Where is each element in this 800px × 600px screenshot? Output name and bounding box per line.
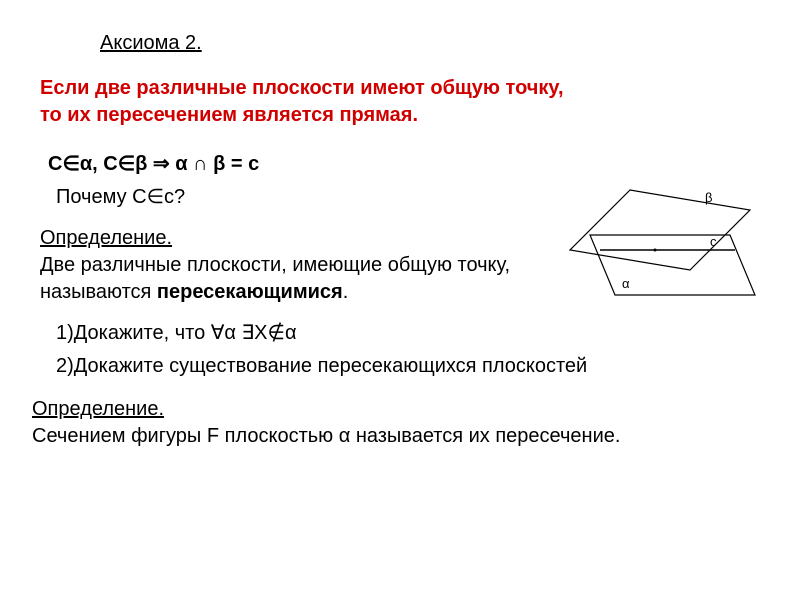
plane-beta	[570, 190, 750, 270]
task-1: 1)Докажите, что ∀α ∃Х∉α	[56, 320, 760, 347]
definition-1-line2-bold: пересекающимися	[157, 281, 343, 303]
tasks-block: 1)Докажите, что ∀α ∃Х∉α 2)Докажите сущес…	[56, 320, 760, 380]
definition-2-text: Сечением фигуры F плоскостью α называетс…	[32, 425, 620, 447]
formula-notation: С∈α, С∈β ⇒ α ∩ β = с	[48, 151, 760, 178]
axiom-title: Аксиома 2.	[100, 30, 760, 57]
definition-1-line2-suffix: .	[343, 281, 349, 303]
point-c-marker	[654, 249, 657, 252]
label-c: с	[710, 234, 717, 249]
planes-diagram: β с α	[560, 180, 760, 320]
definition-1-line1: Две различные плоскости, имеющие общую т…	[40, 254, 510, 276]
axiom-line-1: Если две различные плоскости имеют общую…	[40, 75, 760, 102]
definition-1-label: Определение.	[40, 227, 172, 249]
plane-alpha	[590, 235, 755, 295]
definition-2: Определение. Сечением фигуры F плоскость…	[32, 396, 760, 450]
axiom-line-2: то их пересечением является прямая.	[40, 102, 760, 129]
axiom-theorem: Если две различные плоскости имеют общую…	[40, 75, 760, 129]
label-beta: β	[705, 190, 712, 205]
task-2: 2)Докажите существование пересекающихся …	[56, 353, 760, 380]
definition-2-label: Определение.	[32, 398, 164, 420]
definition-1-line2-prefix: называются	[40, 281, 157, 303]
label-alpha: α	[622, 276, 630, 291]
